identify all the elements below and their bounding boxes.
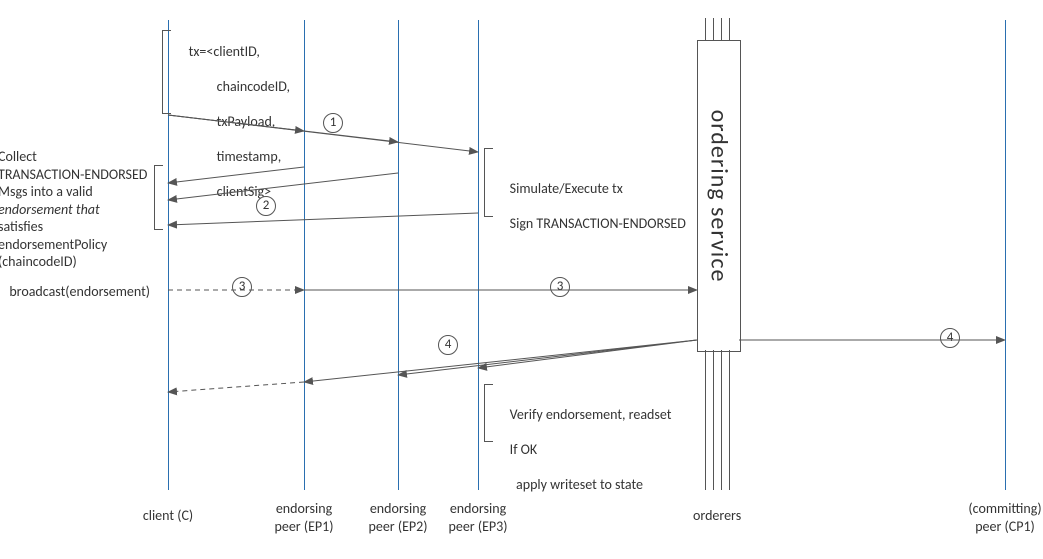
note-verify: Verify endorsement, readset If OK apply …: [497, 388, 671, 511]
bracket-simulate: [484, 148, 493, 217]
lifeline-cp1: [1005, 20, 1006, 490]
ordering-service-label: ordering service: [705, 110, 734, 283]
orderer-stub: [721, 350, 722, 490]
step-3b: 3: [550, 277, 570, 297]
orderer-stub: [721, 18, 722, 40]
label-ep2: endorsing peer (EP2): [369, 500, 428, 535]
bracket-tx: [162, 30, 171, 114]
orderer-stub: [705, 350, 706, 490]
note-tx: tx=<clientID, chaincodeID, txPayload, ti…: [176, 25, 290, 218]
label-cp1: (committing) peer (CP1): [968, 500, 1041, 535]
step-4b: 4: [940, 328, 960, 348]
ordering-service-box: ordering service: [697, 40, 741, 352]
label-ep1: endorsing peer (EP1): [275, 500, 334, 535]
step-2: 2: [256, 196, 276, 216]
lifeline-ep2: [398, 20, 399, 490]
diagram-canvas: { "canvas": { "width": 1043, "height": 5…: [0, 0, 1043, 559]
bracket-verify: [484, 384, 493, 442]
lifeline-ep1: [304, 20, 305, 490]
label-client: client (C): [143, 507, 193, 525]
label-orderers: orderers: [693, 507, 741, 525]
note-broadcast: broadcast(endorsement): [9, 283, 150, 301]
orderer-stub: [729, 350, 730, 490]
note-simulate: Simulate/Execute tx Sign TRANSACTION-END…: [497, 162, 686, 250]
lifeline-ep3: [478, 20, 479, 490]
orderer-stub: [729, 18, 730, 40]
bracket-collect: [154, 165, 163, 230]
step-1: 1: [323, 113, 343, 133]
orderer-stub: [713, 18, 714, 40]
orderer-stub: [713, 350, 714, 490]
orderer-stub: [705, 18, 706, 40]
note-collect: Collect TRANSACTION-ENDORSED Msgs into a…: [0, 148, 150, 271]
step-3: 3: [232, 277, 252, 297]
step-4: 4: [438, 335, 458, 355]
